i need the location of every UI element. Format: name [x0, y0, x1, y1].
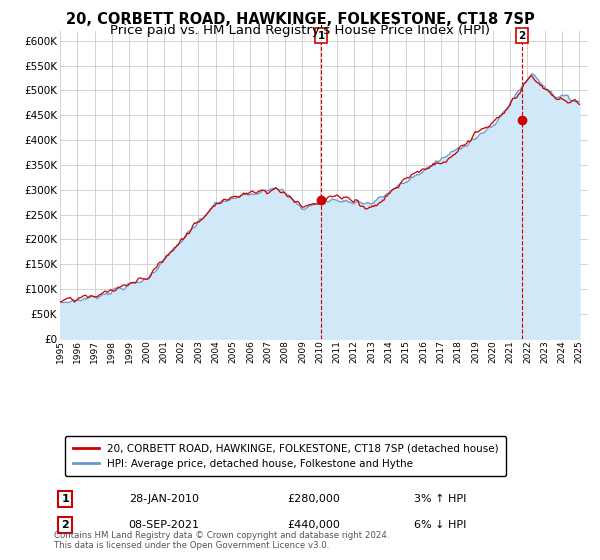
Legend: 20, CORBETT ROAD, HAWKINGE, FOLKESTONE, CT18 7SP (detached house), HPI: Average : 20, CORBETT ROAD, HAWKINGE, FOLKESTONE, …: [65, 436, 506, 476]
Text: 2: 2: [518, 31, 526, 41]
Text: 1: 1: [61, 494, 69, 504]
Text: 6% ↓ HPI: 6% ↓ HPI: [414, 520, 466, 530]
Text: Contains HM Land Registry data © Crown copyright and database right 2024.
This d: Contains HM Land Registry data © Crown c…: [54, 530, 389, 550]
Text: 1: 1: [317, 31, 325, 41]
Text: 08-SEP-2021: 08-SEP-2021: [128, 520, 200, 530]
Text: £280,000: £280,000: [287, 494, 340, 504]
Text: 3% ↑ HPI: 3% ↑ HPI: [414, 494, 466, 504]
Text: £440,000: £440,000: [287, 520, 340, 530]
Text: 20, CORBETT ROAD, HAWKINGE, FOLKESTONE, CT18 7SP: 20, CORBETT ROAD, HAWKINGE, FOLKESTONE, …: [65, 12, 535, 27]
Text: 28-JAN-2010: 28-JAN-2010: [128, 494, 199, 504]
Text: 2: 2: [61, 520, 69, 530]
Text: Price paid vs. HM Land Registry's House Price Index (HPI): Price paid vs. HM Land Registry's House …: [110, 24, 490, 36]
